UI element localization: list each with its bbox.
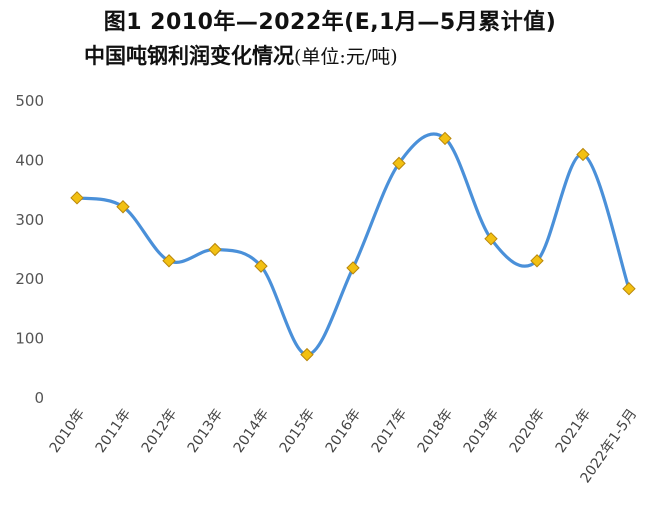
data-point-marker — [622, 281, 636, 296]
data-point-marker — [530, 254, 544, 268]
data-point-marker — [576, 147, 590, 162]
y-tick-label: 200 — [15, 270, 44, 288]
x-tick-label: 2018年 — [415, 406, 457, 456]
data-point-marker — [70, 191, 84, 205]
data-point-marker — [484, 232, 498, 246]
chart-subtitle: 中国吨钢利润变化情况(单位:元/吨) — [84, 40, 398, 70]
x-axis: 2010年 2011年 2012年 2013年 2014年 2015年 2016年 2017年… — [47, 406, 641, 486]
x-tick-label: 2016年 — [323, 406, 365, 456]
data-point-marker — [208, 242, 222, 257]
data-point-marker — [254, 259, 268, 273]
y-tick-label: 300 — [15, 211, 44, 229]
x-tick-label: 2014年 — [231, 406, 273, 456]
data-markers — [70, 131, 636, 362]
y-tick-label: 100 — [15, 330, 44, 348]
chart-title-block: 图1 2010年—2022年(E,1月—5月累计值) 中国吨钢利润变化情况(单位… — [0, 0, 660, 80]
data-point-marker — [300, 347, 314, 362]
x-tick-label: 2021年 — [553, 406, 595, 456]
data-point-marker — [116, 200, 130, 214]
y-axis: 0 100 200 300 400 500 — [15, 92, 44, 407]
data-point-marker — [162, 254, 176, 268]
series-line — [76, 132, 631, 357]
x-tick-label: 2013年 — [185, 406, 227, 456]
x-tick-label: 2011年 — [93, 406, 135, 456]
y-tick-label: 0 — [34, 389, 44, 407]
x-tick-label: 2020年 — [507, 406, 549, 456]
data-point-marker — [392, 156, 406, 171]
data-point-marker — [438, 131, 452, 146]
x-tick-label: 2010年 — [47, 406, 89, 456]
y-tick-label: 500 — [15, 92, 44, 110]
x-tick-label: 2019年 — [461, 406, 503, 456]
y-tick-label: 400 — [15, 151, 44, 169]
x-tick-label: 2012年 — [139, 406, 181, 456]
unit-label: (单位:元/吨) — [294, 46, 398, 68]
x-tick-label: 2015年 — [277, 406, 319, 456]
chart-title: 图1 2010年—2022年(E,1月—5月累计值) — [103, 10, 557, 35]
chart-subtitle-text: 中国吨钢利润变化情况 — [84, 44, 294, 68]
data-point-marker — [346, 261, 360, 275]
x-tick-label: 2017年 — [369, 406, 411, 456]
